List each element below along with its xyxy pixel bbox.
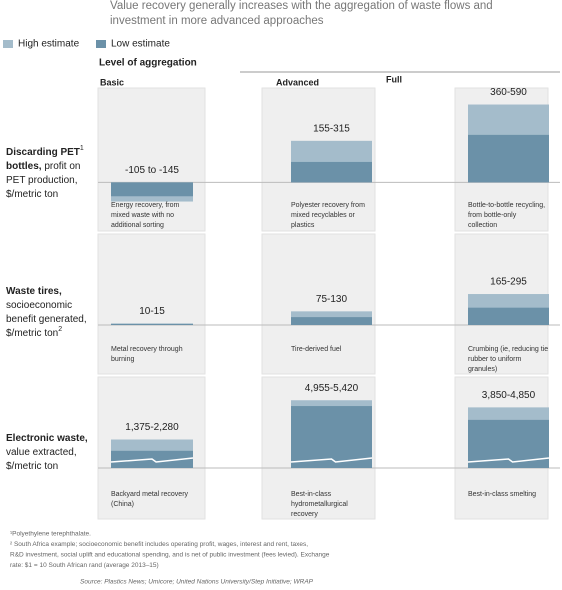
legend-label: High estimate <box>18 39 80 50</box>
value-label: 10-15 <box>139 306 165 317</box>
row-label: $/metric ton <box>6 189 58 200</box>
row-label-bold: Electronic waste, <box>6 433 88 444</box>
description: rubber to uniform <box>468 356 521 363</box>
panel <box>97 233 206 375</box>
description: mixed waste with no <box>111 212 174 219</box>
legend-swatch <box>3 40 13 48</box>
description: granules) <box>468 366 497 373</box>
row-label-text: $/metric ton <box>6 189 58 200</box>
description: Backyard metal recovery <box>111 491 189 498</box>
footnote: R&D investment, social uplift and educat… <box>10 552 330 559</box>
row-label: benefit generated, <box>6 314 87 325</box>
row-label: socioeconomic <box>6 300 72 311</box>
description: burning <box>111 356 134 363</box>
row-label: Discarding PET1 <box>6 145 84 158</box>
low-bar <box>111 323 193 325</box>
source: Source: Plastics News; Umicore; United N… <box>80 579 314 586</box>
description: Bottle-to-bottle recycling, <box>468 202 545 209</box>
footnote: ² South Africa example; socioeconomic be… <box>10 541 308 548</box>
row-label: value extracted, <box>6 447 77 458</box>
row-label-text: $/metric ton <box>6 328 58 339</box>
row-label-sup: 2 <box>58 326 62 333</box>
title-line: investment in more advanced approaches <box>110 15 324 27</box>
footnote: rate: $1 = 10 South African rand (averag… <box>10 562 159 569</box>
column-header: Advanced <box>276 77 319 87</box>
title-line: Value recovery generally increases with … <box>110 0 493 12</box>
value-label: 155-315 <box>313 123 350 134</box>
description: Tire-derived fuel <box>291 346 342 353</box>
panel <box>261 233 376 375</box>
description: Crumbing (ie, reducing tie <box>468 346 548 353</box>
legend-label: Low estimate <box>111 39 170 50</box>
description: plastics <box>291 222 315 229</box>
row-label: $/metric ton <box>6 461 58 472</box>
description: Best-in-class <box>291 491 332 498</box>
column-header: Basic <box>100 77 124 87</box>
low-bar <box>291 406 372 468</box>
row-label-bold: bottles, <box>6 161 42 172</box>
value-label: -105 to -145 <box>125 165 179 176</box>
description: hydrometallurgical <box>291 501 348 508</box>
description: collection <box>468 222 497 229</box>
low-bar <box>468 134 549 183</box>
scale-break <box>290 457 373 463</box>
row-label-bold: Discarding PET <box>6 147 80 158</box>
low-bar <box>111 182 193 197</box>
column-header: Full <box>386 74 402 84</box>
row-label-bold: Waste tires, <box>6 286 62 297</box>
description: Energy recovery, from <box>111 202 180 209</box>
panel <box>97 87 206 232</box>
description: Metal recovery through <box>111 346 183 353</box>
row-label-text: socioeconomic <box>6 300 72 311</box>
row-label: bottles, profit on <box>6 161 80 172</box>
legend-swatch <box>96 40 106 48</box>
row-label: Electronic waste, <box>6 433 88 444</box>
row-label-text: value extracted, <box>6 447 77 458</box>
scale-break <box>110 457 194 463</box>
low-bar <box>291 161 372 183</box>
value-label: 75-130 <box>316 294 348 305</box>
row-label-sup: 1 <box>80 145 84 152</box>
description: mixed recyclables or <box>291 212 355 219</box>
low-bar <box>468 307 549 325</box>
scale-break <box>467 457 550 463</box>
description: Polyester recovery from <box>291 202 365 209</box>
description: additional sorting <box>111 222 164 229</box>
row-label-text: benefit generated, <box>6 314 87 325</box>
value-label: 360-590 <box>490 87 527 98</box>
row-label: PET production, <box>6 175 78 186</box>
row-label-text: PET production, <box>6 175 78 186</box>
description: (China) <box>111 501 134 508</box>
value-label: 1,375-2,280 <box>125 422 179 433</box>
value-label: 3,850-4,850 <box>482 390 536 401</box>
row-label: $/metric ton2 <box>6 326 62 339</box>
row-label: Waste tires, <box>6 286 62 297</box>
value-label: 4,955-5,420 <box>305 383 359 394</box>
value-label: 165-295 <box>490 277 527 288</box>
description: recovery <box>291 511 318 518</box>
footnote: ¹Polyethylene terephthalate. <box>10 531 91 538</box>
row-label-text: $/metric ton <box>6 461 58 472</box>
description: Best-in-class smelting <box>468 491 536 498</box>
low-bar <box>291 317 372 325</box>
description: from bottle-only <box>468 212 517 219</box>
header-group: Level of aggregation <box>99 58 197 69</box>
row-label-text: profit on <box>42 161 81 172</box>
